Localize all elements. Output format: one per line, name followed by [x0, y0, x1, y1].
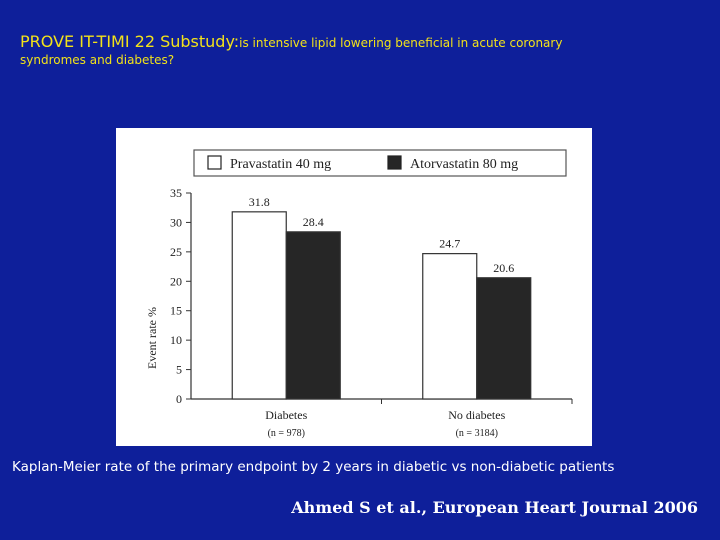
slide-caption: Kaplan-Meier rate of the primary endpoin… [12, 459, 615, 475]
data-label: 31.8 [249, 195, 270, 209]
plot-area: 0 5 10 15 20 25 30 35 31.8 28.4 Diabetes (n = 978) 2… [170, 186, 573, 439]
y-tick-label: 10 [170, 333, 182, 347]
slide-citation: Ahmed S et al., European Heart Journal 2… [291, 498, 698, 517]
y-axis-label: Event rate % [145, 307, 159, 369]
bar-atorvastatin [476, 277, 532, 400]
data-label: 24.7 [439, 237, 460, 251]
x-category-label: Diabetes [265, 408, 307, 422]
y-tick-label: 25 [170, 245, 182, 259]
y-tick-label: 0 [176, 392, 182, 406]
slide-title-question-line2: syndromes and diabetes? [20, 53, 175, 67]
legend-label-atorvastatin: Atorvastatin 80 mg [410, 157, 518, 172]
legend-swatch-atorvastatin [387, 155, 402, 170]
legend-label-pravastatin: Pravastatin 40 mg [230, 157, 331, 172]
x-category-sublabel: (n = 978) [268, 428, 305, 439]
slide-title-question: is intensive lipid lowering beneficial i… [239, 36, 563, 50]
bar-pravastatin [231, 211, 287, 400]
y-tick-label: 15 [170, 304, 182, 318]
legend-swatch-pravastatin [207, 155, 222, 170]
y-tick-label: 20 [170, 274, 182, 288]
chart-panel: Pravastatin 40 mg Atorvastatin 80 mg 0 5 1… [116, 128, 592, 446]
bar-pravastatin [422, 253, 478, 400]
legend-box [193, 149, 567, 177]
x-category-label: No diabetes [448, 408, 505, 422]
legend: Pravastatin 40 mg Atorvastatin 80 mg [193, 149, 567, 177]
y-tick-label: 35 [170, 186, 182, 200]
slide-title: PROVE IT-TIMI 22 Substudy:is intensive l… [20, 34, 700, 68]
data-label: 28.4 [303, 215, 324, 229]
slide-title-main: PROVE IT-TIMI 22 Substudy: [20, 32, 240, 51]
x-category-sublabel: (n = 3184) [456, 428, 498, 439]
bar-atorvastatin [285, 231, 341, 400]
data-label: 20.6 [493, 261, 514, 275]
bar-chart: Pravastatin 40 mg Atorvastatin 80 mg 0 5 1… [145, 149, 573, 439]
y-tick-label: 5 [176, 363, 182, 377]
y-tick-label: 30 [170, 215, 182, 229]
